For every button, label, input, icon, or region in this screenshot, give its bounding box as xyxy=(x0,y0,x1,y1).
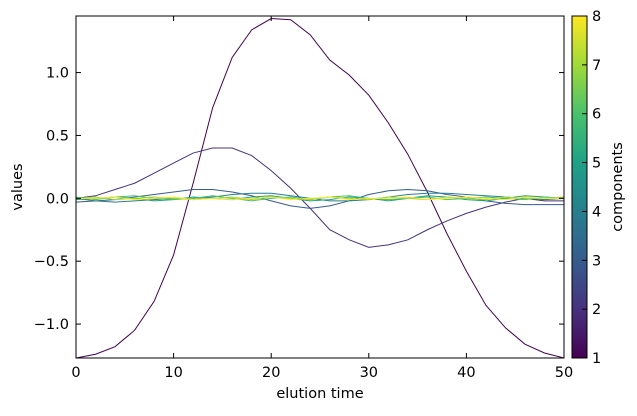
colorbar: 1 2 3 4 5 6 7 8 components xyxy=(571,9,626,367)
x-tick-label: 30 xyxy=(360,365,378,381)
series-line-component-5 xyxy=(76,195,564,202)
x-axis-label: elution time xyxy=(276,386,363,402)
x-axis: 0 10 20 30 40 50 xyxy=(71,16,573,381)
colorbar-tick-label: 2 xyxy=(592,302,601,318)
x-tick-label: 40 xyxy=(457,365,475,381)
series-line-component-4 xyxy=(76,192,564,203)
colorbar-tick-label: 5 xyxy=(592,156,601,172)
series-line-component-1 xyxy=(76,18,564,358)
series-line-component-8 xyxy=(76,196,564,201)
x-tick-label: 0 xyxy=(71,365,80,381)
series-line-component-2 xyxy=(76,147,564,248)
colorbar-tick-label: 6 xyxy=(592,107,601,123)
y-tick-label: 0.0 xyxy=(46,191,69,207)
y-tick-label: −1.0 xyxy=(34,317,69,333)
series-line-component-7 xyxy=(76,196,564,201)
colorbar-tick-label: 7 xyxy=(592,58,601,74)
y-tick-label: 1.0 xyxy=(46,66,69,82)
colorbar-gradient xyxy=(571,15,588,359)
x-tick-label: 50 xyxy=(555,365,573,381)
colorbar-tick-label: 4 xyxy=(592,204,601,220)
colorbar-label: components xyxy=(610,142,626,232)
y-tick-label: −0.5 xyxy=(34,254,69,270)
colorbar-tick-label: 8 xyxy=(592,9,601,25)
series-layer xyxy=(76,18,564,358)
x-tick-label: 10 xyxy=(164,365,182,381)
x-tick-label: 20 xyxy=(262,365,280,381)
plot-frame xyxy=(75,15,565,359)
y-tick-label: 0.5 xyxy=(46,128,69,144)
y-axis-label: values xyxy=(10,163,26,210)
colorbar-tick-label: 3 xyxy=(592,253,601,269)
y-axis: −1.0 −0.5 0.0 0.5 1.0 xyxy=(34,66,564,333)
colorbar-ticks: 1 2 3 4 5 6 7 8 xyxy=(582,9,601,367)
colorbar-tick-label: 1 xyxy=(592,351,601,367)
